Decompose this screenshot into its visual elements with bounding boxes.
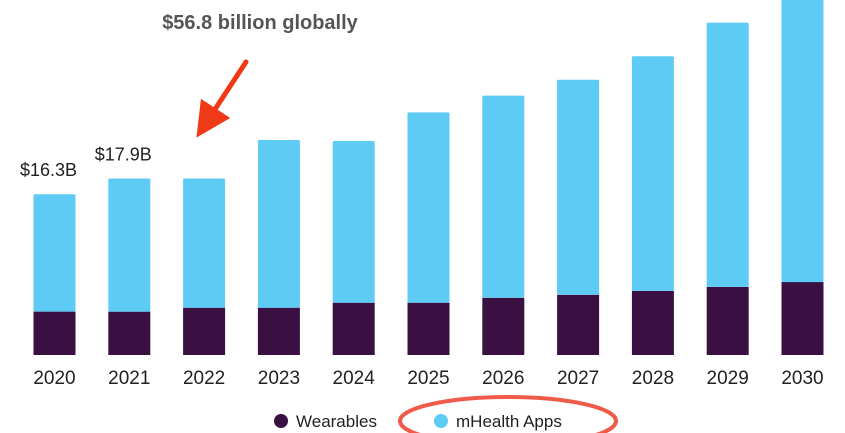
bar-mhealth-apps-2021 [108, 178, 151, 312]
legend-highlight-circle [398, 395, 618, 433]
bar-mhealth-apps-2024 [332, 141, 375, 303]
legend-marker-mhealth-apps [434, 414, 448, 428]
data-label-2020: $16.3B [20, 160, 77, 180]
bar-mhealth-apps-2027 [557, 79, 600, 295]
x-tick-2026: 2026 [482, 368, 524, 389]
data-label-2021: $17.9B [95, 145, 152, 165]
x-tick-2021: 2021 [108, 368, 150, 389]
bar-group [33, 0, 824, 355]
x-tick-2029: 2029 [707, 368, 749, 389]
bar-mhealth-apps-2026 [482, 95, 525, 298]
annotation: $56.8 billion globally [162, 12, 359, 138]
bar-mhealth-apps-2023 [257, 140, 300, 308]
legend-label-mhealth-apps: mHealth Apps [456, 412, 562, 431]
annotation-text: $56.8 billion globally [162, 12, 358, 34]
bar-mhealth-apps-2029 [706, 22, 749, 287]
legend-marker-wearables [274, 414, 288, 428]
x-tick-2023: 2023 [258, 368, 300, 389]
bar-wearables-2020 [33, 311, 76, 355]
x-tick-2030: 2030 [781, 368, 823, 389]
x-tick-2028: 2028 [632, 368, 674, 389]
bar-wearables-2024 [332, 302, 375, 355]
data-labels: $16.3B $17.9B [20, 145, 152, 181]
bar-mhealth-apps-2030 [781, 0, 824, 283]
bar-wearables-2022 [183, 307, 226, 355]
bar-wearables-2030 [781, 282, 824, 355]
legend-label-wearables: Wearables [296, 412, 377, 431]
x-tick-2022: 2022 [183, 368, 225, 389]
bar-wearables-2026 [482, 297, 525, 355]
legend: Wearables mHealth Apps [274, 395, 618, 433]
bar-wearables-2023 [257, 307, 300, 355]
bar-mhealth-apps-2020 [33, 194, 76, 312]
annotation-arrow [196, 59, 249, 138]
bar-wearables-2025 [407, 302, 450, 355]
x-tick-2024: 2024 [333, 368, 376, 389]
bar-mhealth-apps-2022 [183, 178, 226, 308]
bar-wearables-2027 [557, 294, 600, 355]
bar-wearables-2029 [706, 286, 749, 355]
x-tick-2020: 2020 [33, 368, 75, 389]
x-axis-tick-labels: 2020 2021 2022 2023 2024 2025 2026 2027 2028 2029… [33, 368, 823, 389]
bar-wearables-2021 [108, 311, 151, 355]
x-tick-2025: 2025 [407, 368, 449, 389]
bar-mhealth-apps-2025 [407, 112, 450, 303]
x-tick-2027: 2027 [557, 368, 599, 389]
bar-mhealth-apps-2028 [631, 56, 674, 291]
bar-wearables-2028 [631, 290, 674, 355]
